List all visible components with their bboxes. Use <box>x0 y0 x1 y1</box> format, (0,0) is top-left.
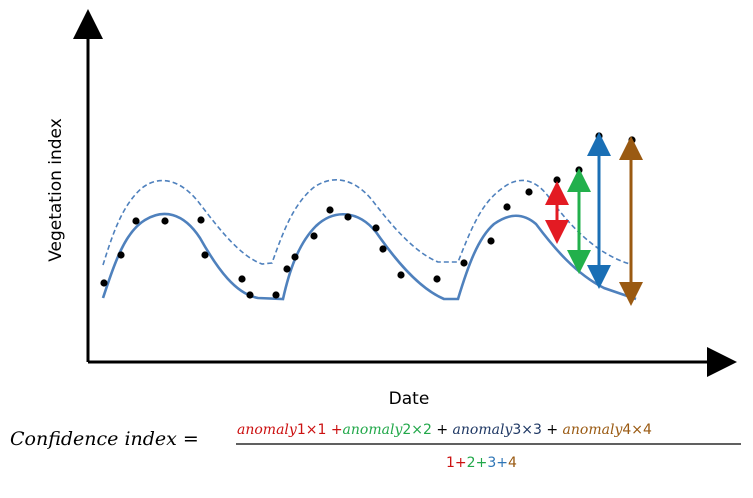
data-point <box>525 188 533 196</box>
data-point <box>100 279 108 287</box>
numerator-op-3: + <box>546 422 558 438</box>
data-point <box>283 265 291 273</box>
denominator-2: 2 <box>467 455 476 471</box>
denominator-4: 4 <box>508 455 517 471</box>
x-axis-label: Date <box>389 389 430 409</box>
denominator-1: 1 <box>446 455 455 471</box>
observation-points <box>100 132 636 299</box>
data-point <box>397 271 405 279</box>
data-point <box>291 253 299 261</box>
data-point <box>433 275 441 283</box>
formula-numerator: anomaly1×1 +anomaly2×2 + anomaly3×3 + an… <box>237 422 652 438</box>
data-point <box>553 176 561 184</box>
y-axis-label: Vegetation index <box>46 118 66 262</box>
confidence-index-formula: Confidence index = anomaly1×1 +anomaly2×… <box>10 422 741 471</box>
data-point <box>326 206 334 214</box>
data-point <box>132 217 140 225</box>
formula-lhs: Confidence index = <box>10 428 199 450</box>
denominator-plus-1: + <box>455 455 467 471</box>
data-point <box>575 166 583 174</box>
data-point <box>503 203 511 211</box>
numerator-weight-4: 4×4 <box>622 422 652 438</box>
data-point <box>460 259 468 267</box>
data-point <box>372 224 380 232</box>
numerator-term-4: anomaly <box>563 422 624 438</box>
data-point <box>246 291 254 299</box>
data-point <box>379 245 387 253</box>
numerator-weight-1: 1×1 <box>297 422 327 438</box>
vegetation-diagram: Vegetation index Date <box>46 9 737 409</box>
data-point <box>272 291 280 299</box>
data-point <box>161 217 169 225</box>
numerator-term-1: anomaly <box>237 422 298 438</box>
denominator-3: 3 <box>487 455 496 471</box>
data-point <box>197 216 205 224</box>
denominator-plus-3: + <box>496 455 508 471</box>
dashed-threshold-curve <box>102 179 631 266</box>
data-point <box>201 251 209 259</box>
numerator-weight-3: 3×3 <box>512 422 542 438</box>
numerator-term-3: anomaly <box>453 422 514 438</box>
data-point <box>117 251 125 259</box>
data-point <box>487 237 495 245</box>
data-point <box>310 232 318 240</box>
data-point <box>344 213 352 221</box>
data-point <box>628 136 636 144</box>
data-point <box>595 132 603 140</box>
denominator-plus-2: + <box>476 455 488 471</box>
numerator-op-2: + <box>436 422 448 438</box>
numerator-op-1: + <box>331 422 343 438</box>
numerator-term-2: anomaly <box>343 422 404 438</box>
numerator-weight-2: 2×2 <box>402 422 432 438</box>
data-point <box>238 275 246 283</box>
formula-denominator: 1+2+3+4 <box>446 455 517 471</box>
